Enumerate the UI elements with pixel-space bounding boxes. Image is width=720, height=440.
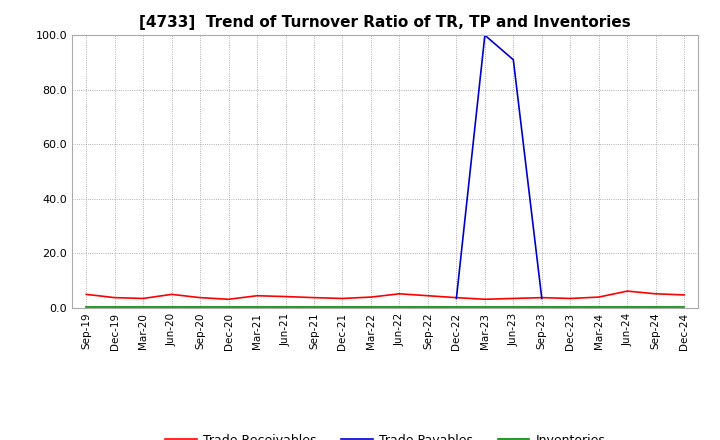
Inventories (196, 305, 204, 310)
Legend: Trade Receivables, Trade Payables, Inventories: Trade Receivables, Trade Payables, Inven… (161, 429, 610, 440)
Line: Trade Payables: Trade Payables (456, 35, 541, 298)
Inventories (366, 305, 375, 310)
Trade Receivables (310, 295, 318, 300)
Trade Receivables (167, 292, 176, 297)
Trade Receivables (452, 295, 461, 300)
Inventories (253, 305, 261, 310)
Trade Payables (537, 296, 546, 301)
Inventories (110, 305, 119, 310)
Trade Receivables (110, 295, 119, 300)
Trade Receivables (225, 297, 233, 302)
Inventories (310, 305, 318, 310)
Trade Receivables (366, 294, 375, 300)
Trade Receivables (82, 292, 91, 297)
Inventories (395, 305, 404, 310)
Inventories (423, 305, 432, 310)
Inventories (167, 305, 176, 310)
Trade Receivables (139, 296, 148, 301)
Inventories (680, 305, 688, 310)
Inventories (82, 305, 91, 310)
Trade Receivables (566, 296, 575, 301)
Trade Payables (509, 57, 518, 62)
Line: Trade Receivables: Trade Receivables (86, 291, 684, 299)
Inventories (338, 305, 347, 310)
Trade Receivables (253, 293, 261, 298)
Inventories (566, 305, 575, 310)
Trade Receivables (480, 297, 489, 302)
Inventories (652, 305, 660, 310)
Inventories (139, 305, 148, 310)
Trade Receivables (623, 289, 631, 294)
Inventories (225, 305, 233, 310)
Trade Receivables (423, 293, 432, 298)
Trade Receivables (338, 296, 347, 301)
Trade Receivables (395, 291, 404, 297)
Inventories (623, 305, 631, 310)
Trade Receivables (595, 294, 603, 300)
Title: [4733]  Trend of Turnover Ratio of TR, TP and Inventories: [4733] Trend of Turnover Ratio of TR, TP… (140, 15, 631, 30)
Inventories (282, 305, 290, 310)
Trade Payables (480, 33, 489, 38)
Trade Receivables (509, 296, 518, 301)
Inventories (509, 305, 518, 310)
Inventories (480, 305, 489, 310)
Trade Receivables (680, 292, 688, 297)
Trade Receivables (282, 294, 290, 299)
Trade Payables (452, 296, 461, 301)
Inventories (452, 305, 461, 310)
Inventories (595, 305, 603, 310)
Trade Receivables (652, 291, 660, 297)
Inventories (537, 305, 546, 310)
Trade Receivables (196, 295, 204, 300)
Trade Receivables (537, 295, 546, 300)
